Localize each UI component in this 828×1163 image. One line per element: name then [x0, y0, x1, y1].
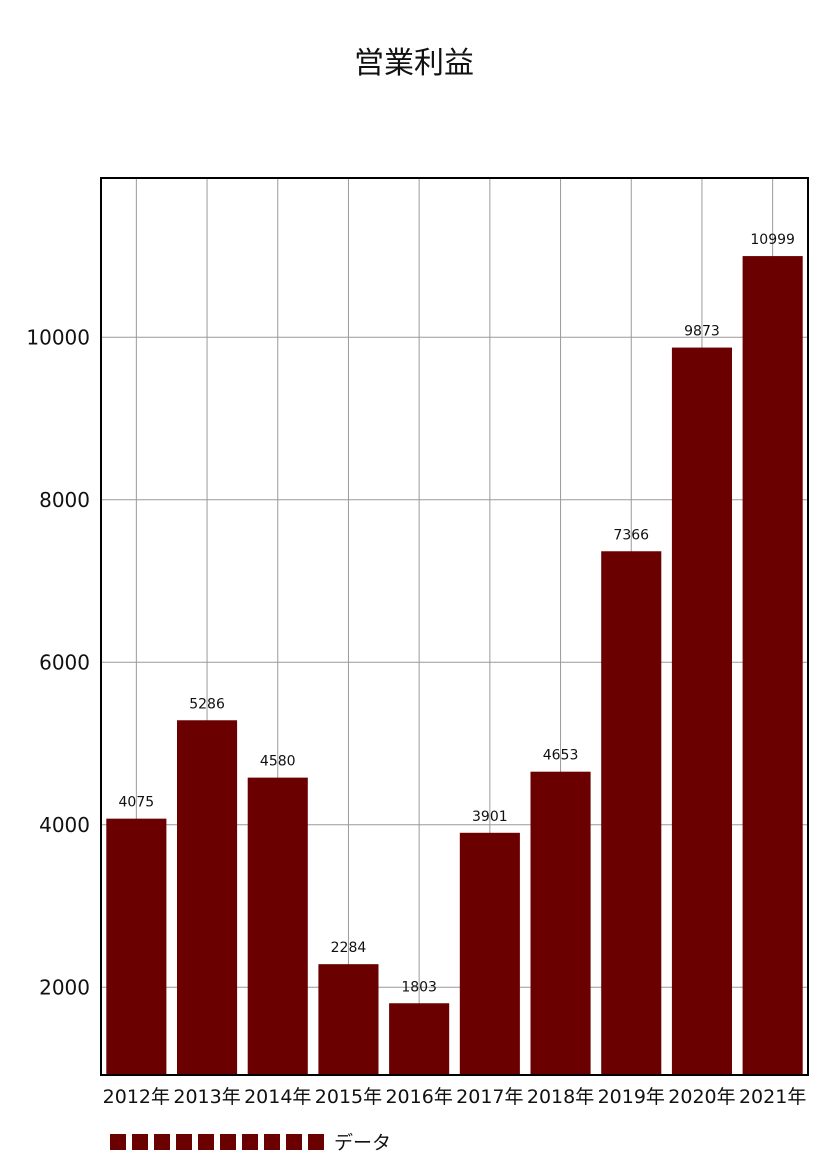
legend-swatch — [220, 1133, 236, 1150]
data-label: 9873 — [684, 324, 720, 340]
bar — [389, 1003, 450, 1075]
x-tick-label: 2017年 — [456, 1086, 523, 1108]
bar — [177, 720, 238, 1075]
bar — [742, 256, 803, 1075]
x-tick-label: 2019年 — [598, 1086, 665, 1108]
y-tick-label: 8000 — [39, 488, 90, 512]
bar — [601, 551, 662, 1075]
bar — [318, 964, 379, 1075]
x-tick-label: 2014年 — [244, 1086, 311, 1108]
plot-frame — [100, 177, 809, 1076]
data-label: 4653 — [543, 748, 579, 764]
y-tick-label: 10000 — [26, 325, 90, 349]
data-label: 7366 — [613, 527, 649, 543]
x-tick-label: 2015年 — [315, 1086, 382, 1108]
y-tick-label: 6000 — [39, 650, 90, 674]
legend-swatch — [242, 1133, 258, 1150]
x-tick-label: 2021年 — [739, 1086, 806, 1108]
legend-swatch — [264, 1133, 280, 1150]
data-label: 10999 — [750, 232, 795, 248]
legend-swatch — [198, 1133, 214, 1150]
legend-swatches — [110, 1133, 324, 1150]
bar — [247, 777, 308, 1075]
data-label: 3901 — [472, 809, 508, 825]
y-tick-label: 2000 — [39, 975, 90, 999]
data-label: 1803 — [401, 979, 437, 995]
legend-swatch — [176, 1133, 192, 1150]
legend-swatch — [308, 1133, 324, 1150]
legend-swatch — [286, 1133, 302, 1150]
bar — [459, 832, 520, 1075]
x-tick-label: 2018年 — [527, 1086, 594, 1108]
legend-swatch — [110, 1133, 126, 1150]
legend-swatch — [154, 1133, 170, 1150]
chart-title: 営業利益 — [354, 46, 474, 81]
x-tick-label: 2012年 — [103, 1086, 170, 1108]
data-label: 2284 — [331, 940, 367, 956]
x-tick-label: 2020年 — [668, 1086, 735, 1108]
data-label: 4075 — [119, 795, 155, 811]
data-label: 4580 — [260, 754, 296, 770]
bar — [671, 347, 732, 1076]
legend-label: データ — [334, 1132, 392, 1154]
bar — [106, 818, 167, 1075]
bar — [530, 771, 591, 1075]
data-label: 5286 — [189, 696, 225, 712]
y-tick-label: 4000 — [39, 813, 90, 837]
legend: データ — [110, 1128, 391, 1155]
x-tick-label: 2013年 — [173, 1086, 240, 1108]
x-tick-label: 2016年 — [385, 1086, 452, 1108]
legend-swatch — [132, 1133, 148, 1150]
